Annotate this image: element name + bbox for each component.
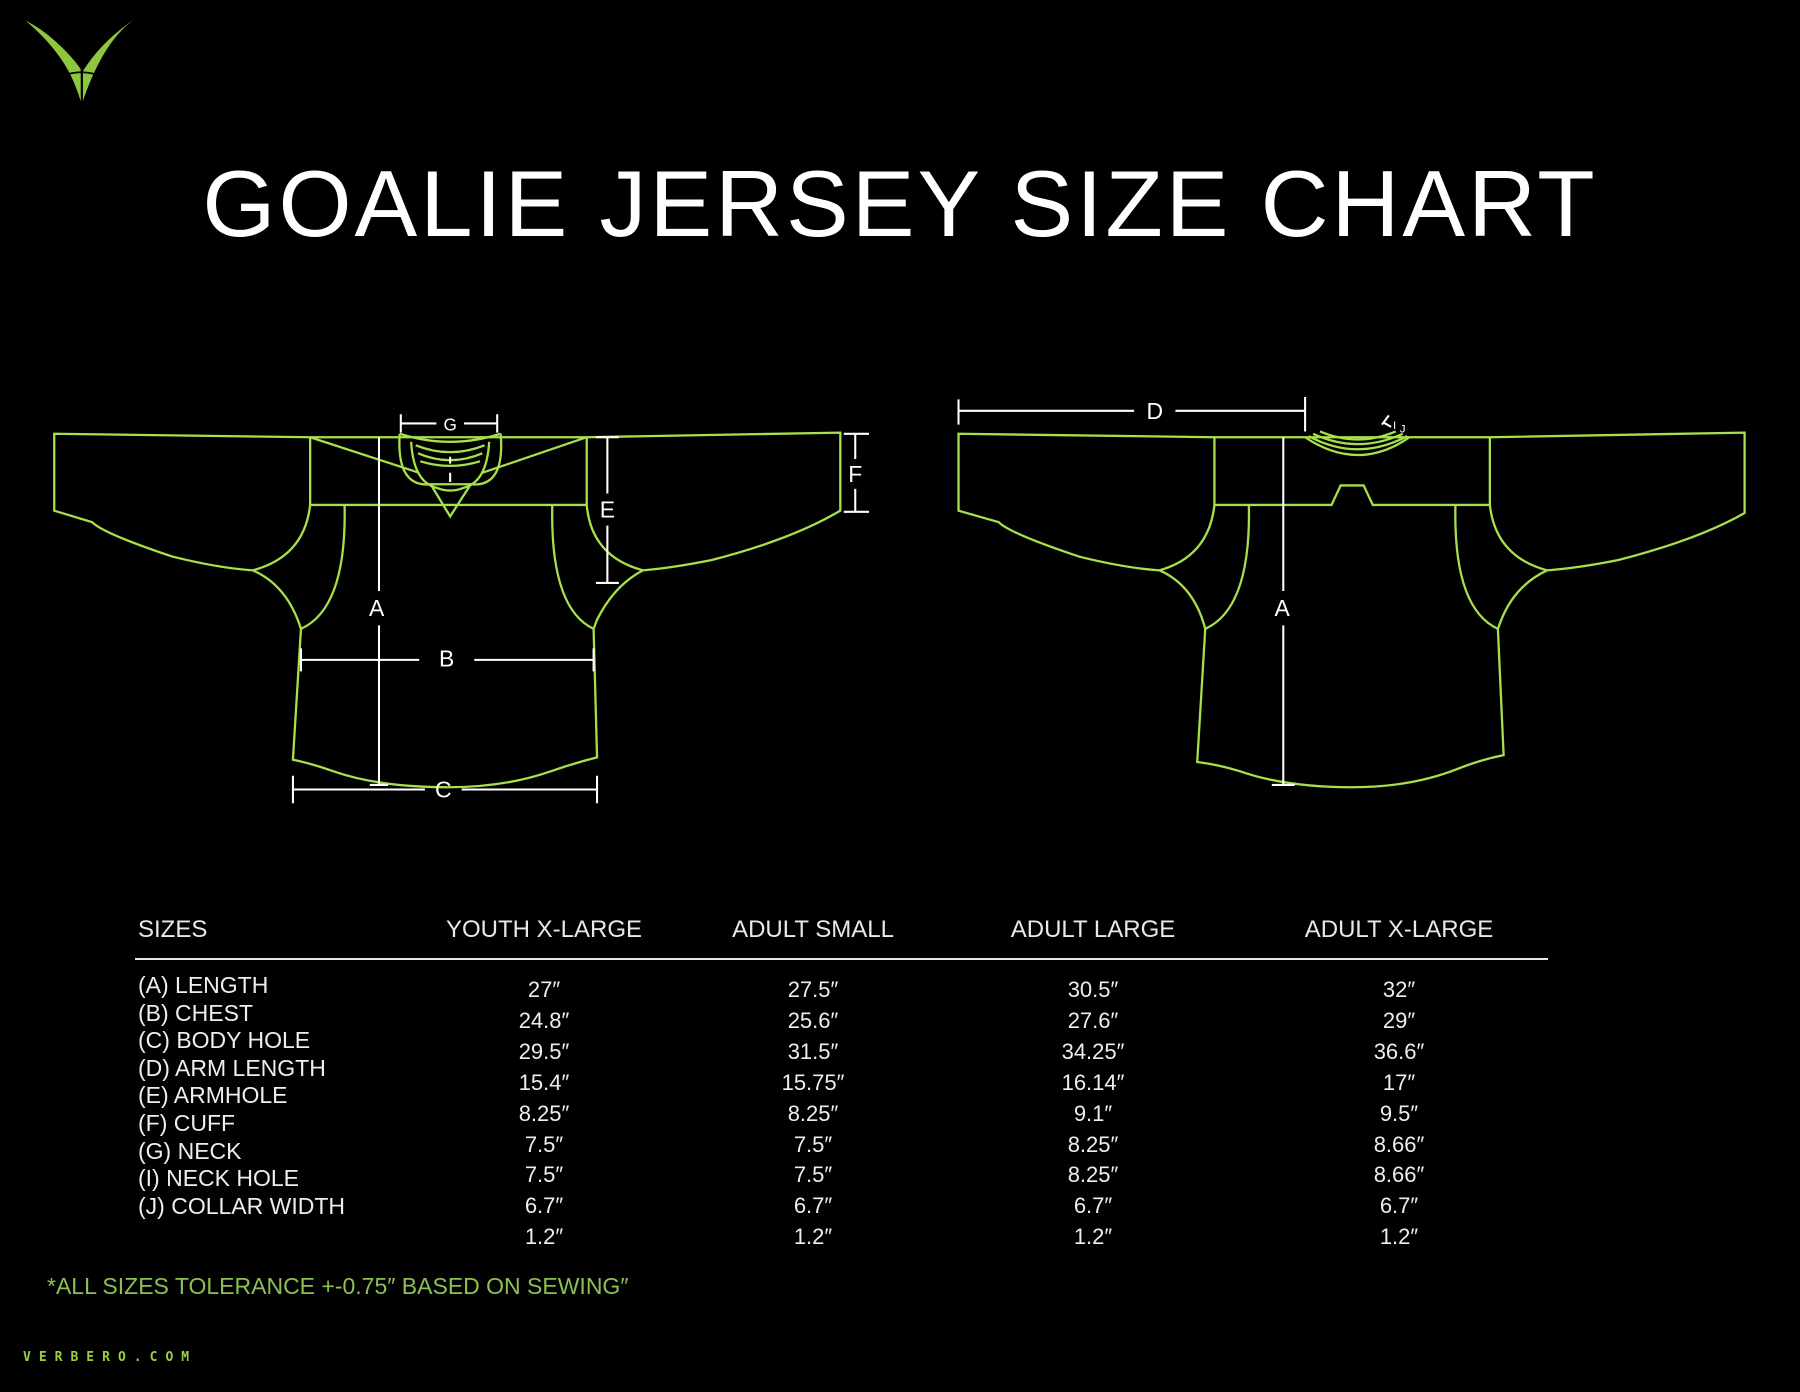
front-jersey-outline (53, 431, 842, 789)
label-a: A (369, 595, 385, 621)
label-f: F (848, 461, 862, 487)
table-cell: 27.5″ (787, 977, 839, 1002)
table-cell: 9.5″ (1379, 1100, 1419, 1126)
table-cell: 36.6″ (1373, 1038, 1425, 1064)
row-label: (E) ARMHOLE (138, 1082, 288, 1109)
table-cell: 8.66″ (1373, 1131, 1425, 1157)
table-cell: 31.5″ (787, 1038, 839, 1064)
table-cell: 7.5″ (793, 1131, 833, 1157)
table-cell: 30.5″ (1067, 977, 1119, 1002)
sizes-header: SIZES (138, 916, 208, 943)
row-label: (F) CUFF (138, 1110, 236, 1136)
label-g: G (443, 414, 456, 434)
label-d: D (1146, 398, 1163, 424)
table-cell: 8.25″ (787, 1100, 839, 1126)
table-cell: 1.2″ (1073, 1224, 1113, 1250)
table-cell: 1.2″ (793, 1224, 833, 1250)
column-header: ADULT SMALL (732, 916, 894, 943)
table-cell: 6.7″ (793, 1193, 833, 1219)
table-cell: 25.6″ (787, 1007, 839, 1033)
table-cell: 15.75″ (781, 1069, 845, 1095)
row-label: (J) COLLAR WIDTH (138, 1192, 345, 1219)
table-cell: 7.5″ (524, 1131, 564, 1157)
table-cell: 1.2″ (524, 1224, 564, 1250)
row-label: (A) LENGTH (138, 972, 269, 998)
table-cell: 6.7″ (1073, 1193, 1113, 1219)
table-cell: 27.6″ (1067, 1007, 1119, 1033)
header-divider (135, 958, 1548, 960)
column-header: YOUTH X-LARGE (445, 916, 643, 943)
front-measure-labels: A B C E F G (369, 414, 862, 802)
site-url: VERBERO.COM (23, 1350, 198, 1365)
table-cell: 1.2″ (1379, 1224, 1419, 1250)
table-cell: 15.4″ (518, 1069, 570, 1095)
table-cell: 24.8″ (518, 1007, 570, 1033)
table-cell: 7.5″ (524, 1162, 564, 1188)
column-header: ADULT X-LARGE (1304, 916, 1494, 943)
table-cell: 7.5″ (793, 1162, 833, 1188)
table-cell: 6.7″ (524, 1193, 564, 1219)
label-c: C (435, 777, 452, 803)
table-cell: 29″ (1382, 1007, 1416, 1033)
label-e: E (600, 497, 615, 523)
table-cell: 9.1″ (1073, 1100, 1113, 1126)
table-cell: 8.25″ (1067, 1162, 1119, 1188)
front-measure-lines (291, 414, 870, 804)
table-cell: 8.25″ (518, 1100, 570, 1126)
table-cell: 17″ (1382, 1069, 1416, 1095)
table-cell: 29.5″ (518, 1038, 570, 1064)
label-a-back: A (1274, 595, 1290, 621)
table-cell: 8.25″ (1067, 1131, 1119, 1157)
label-j: J (1400, 424, 1406, 436)
table-cell: 34.25″ (1061, 1038, 1125, 1064)
back-measure-lines (957, 397, 1392, 786)
column-header: ADULT LARGE (1010, 916, 1176, 943)
row-label: (I) NECK HOLE (138, 1165, 300, 1192)
table-cell: 27″ (527, 977, 561, 1002)
back-jersey-outline (957, 430, 1746, 789)
page-title: GOALIE JERSEY SIZE CHART (202, 151, 1598, 256)
tolerance-note: *ALL SIZES TOLERANCE +-0.75″ BASED ON SE… (47, 1273, 629, 1299)
table-cell: 8.66″ (1373, 1162, 1425, 1188)
label-i: I (1393, 420, 1396, 432)
table-cell: 6.7″ (1379, 1193, 1419, 1219)
back-measure-labels: D A I J (1146, 398, 1405, 621)
row-label: (D) ARM LENGTH (138, 1054, 326, 1081)
table-cell: 16.14″ (1061, 1069, 1125, 1095)
verbero-v-logo-icon (25, 18, 136, 101)
row-label: (C) BODY HOLE (138, 1027, 311, 1054)
row-label: (B) CHEST (138, 999, 253, 1026)
label-b: B (439, 646, 454, 672)
table-cell: 32″ (1382, 977, 1416, 1002)
row-label: (G) NECK (138, 1137, 242, 1164)
